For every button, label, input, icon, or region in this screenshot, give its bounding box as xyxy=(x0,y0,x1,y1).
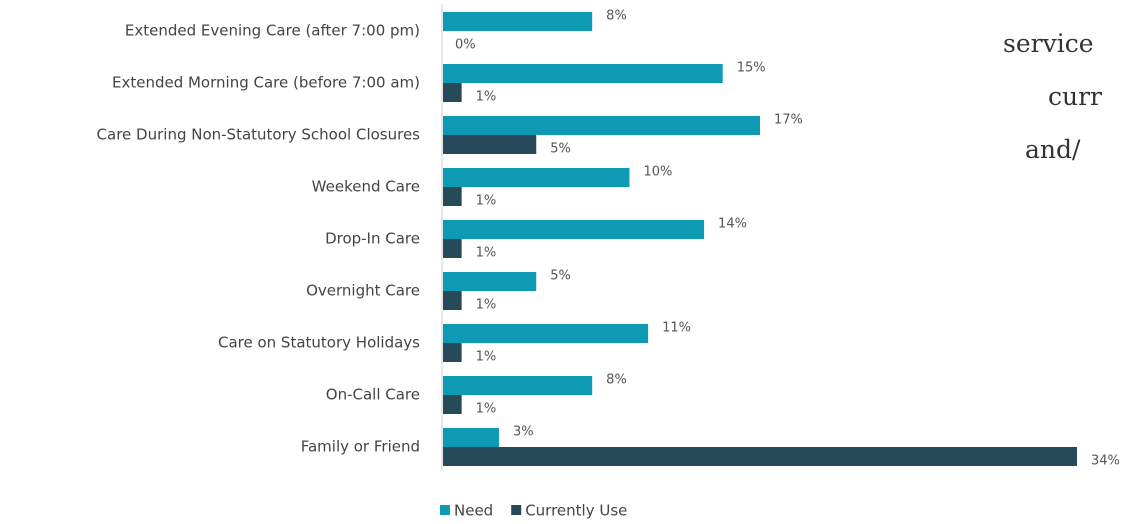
side-text: and/ xyxy=(1025,135,1081,164)
bar xyxy=(443,376,593,395)
value-label: 1% xyxy=(476,90,497,105)
value-label: 1% xyxy=(476,350,497,365)
bar xyxy=(443,291,462,310)
category-label: Care During Non-Statutory School Closure… xyxy=(97,126,421,144)
value-label: 1% xyxy=(476,298,497,313)
legend-swatch xyxy=(511,505,522,515)
category-label: Extended Morning Care (before 7:00 am) xyxy=(112,74,420,92)
bar xyxy=(443,135,537,154)
value-label: 5% xyxy=(550,269,571,284)
value-label: 8% xyxy=(606,9,627,24)
bar xyxy=(443,272,537,291)
category-label: Weekend Care xyxy=(312,178,420,196)
value-label: 10% xyxy=(643,165,672,180)
value-label: 14% xyxy=(718,217,747,232)
value-label: 1% xyxy=(476,402,497,417)
bar xyxy=(443,343,462,362)
category-label: Drop-In Care xyxy=(325,230,420,248)
bar xyxy=(443,239,462,258)
bar xyxy=(443,116,760,135)
legend-label: Need xyxy=(454,502,493,520)
value-label: 34% xyxy=(1091,454,1120,469)
bar xyxy=(443,395,462,414)
category-label: Care on Statutory Holidays xyxy=(218,334,420,352)
value-label: 1% xyxy=(476,246,497,261)
bar xyxy=(443,428,499,447)
bar xyxy=(443,187,462,206)
category-label: On-Call Care xyxy=(326,386,420,404)
category-label: Extended Evening Care (after 7:00 pm) xyxy=(125,22,420,40)
bar xyxy=(443,83,462,102)
bar xyxy=(443,324,649,343)
bar xyxy=(443,220,705,239)
legend-label: Currently Use xyxy=(525,502,627,520)
category-label: Family or Friend xyxy=(301,438,420,456)
category-label: Overnight Care xyxy=(306,282,420,300)
legend-swatch xyxy=(440,505,450,515)
side-text: curr xyxy=(1048,82,1102,111)
value-label: 3% xyxy=(513,425,534,440)
value-label: 8% xyxy=(606,373,627,388)
bar xyxy=(443,64,723,83)
bar xyxy=(443,168,630,187)
value-label: 0% xyxy=(455,38,476,53)
value-label: 17% xyxy=(774,113,803,128)
bar xyxy=(443,447,1077,466)
value-label: 11% xyxy=(662,321,691,336)
side-text: service xyxy=(1003,29,1094,58)
value-label: 15% xyxy=(737,61,766,76)
value-label: 5% xyxy=(550,142,571,157)
bar xyxy=(443,12,593,31)
value-label: 1% xyxy=(476,194,497,209)
